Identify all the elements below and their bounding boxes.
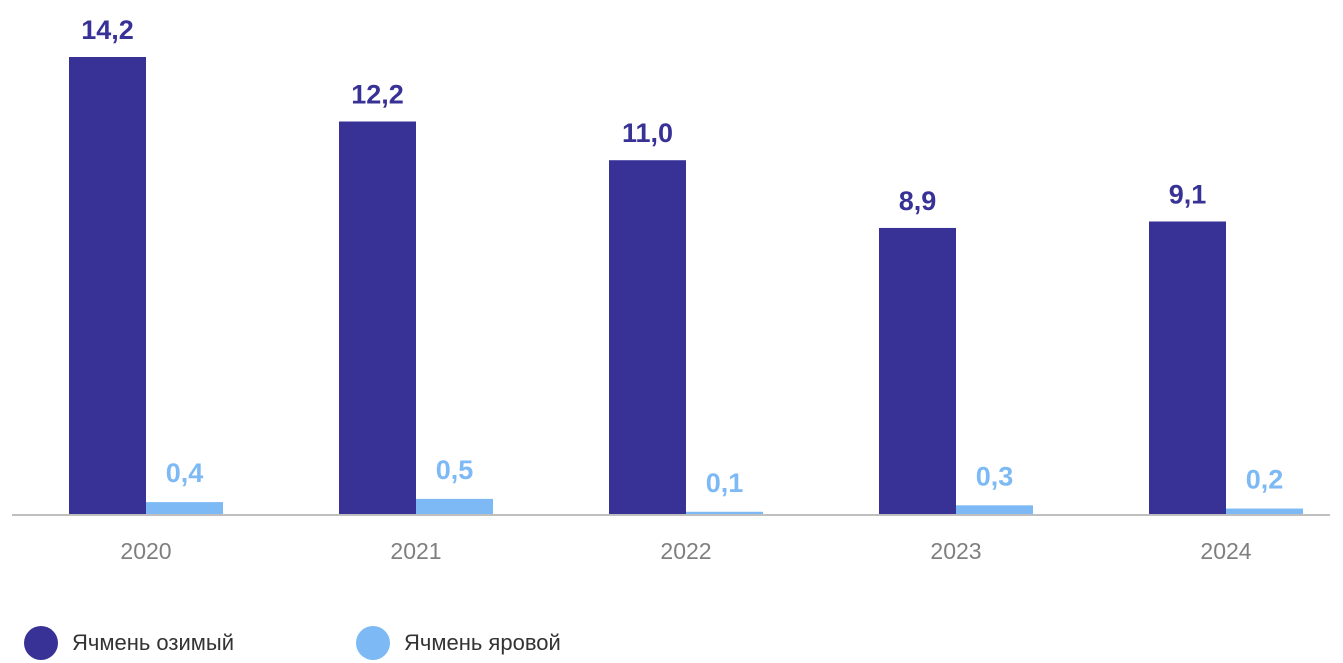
- legend-label-spring-barley: Ячмень яровой: [404, 630, 561, 656]
- value-label-2022-series-1: 0,1: [706, 468, 744, 498]
- bar-2021-series-0: [339, 122, 416, 515]
- x-tick-2021: 2021: [390, 538, 441, 564]
- legend-swatch-spring-barley: [356, 626, 390, 660]
- legend-swatch-winter-barley: [24, 626, 58, 660]
- bar-2020-series-1: [146, 502, 223, 515]
- x-tick-2024: 2024: [1200, 538, 1251, 564]
- value-label-2024-series-1: 0,2: [1246, 465, 1284, 495]
- value-label-2024-series-0: 9,1: [1169, 179, 1207, 209]
- bar-2022-series-0: [609, 160, 686, 515]
- legend-item-spring-barley: Ячмень яровой: [356, 626, 561, 660]
- legend-item-winter-barley: Ячмень озимый: [24, 626, 234, 660]
- bar-chart: 14,20,412,20,511,00,18,90,39,10,2 2020 20…: [0, 0, 1343, 620]
- bars-layer: [69, 57, 1303, 515]
- x-tick-2023: 2023: [930, 538, 981, 564]
- x-tick-2020: 2020: [120, 538, 171, 564]
- x-tick-2022: 2022: [660, 538, 711, 564]
- value-label-2021-series-1: 0,5: [436, 455, 474, 485]
- value-label-2023-series-1: 0,3: [976, 461, 1014, 491]
- bar-2023-series-0: [879, 228, 956, 515]
- legend-label-winter-barley: Ячмень озимый: [72, 630, 234, 656]
- value-label-2020-series-1: 0,4: [166, 458, 204, 488]
- bar-2023-series-1: [956, 505, 1033, 515]
- value-label-2020-series-0: 14,2: [81, 15, 134, 45]
- bar-2021-series-1: [416, 499, 493, 515]
- value-label-2022-series-0: 11,0: [622, 118, 673, 148]
- value-label-2023-series-0: 8,9: [899, 186, 937, 216]
- bar-2024-series-0: [1149, 221, 1226, 515]
- x-tick-labels: 2020 2021 2022 2023 2024: [120, 538, 1251, 564]
- value-label-2021-series-0: 12,2: [351, 80, 404, 110]
- legend: Ячмень озимый Ячмень яровой: [0, 622, 1343, 663]
- bar-2020-series-0: [69, 57, 146, 515]
